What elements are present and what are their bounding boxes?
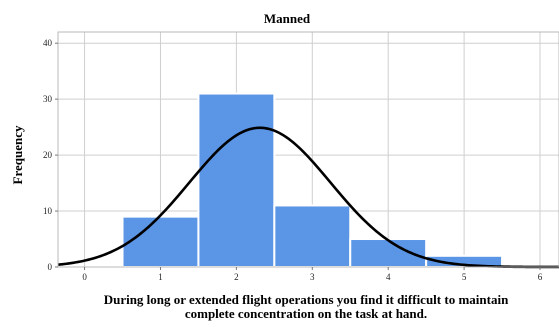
- y-tick-label: 10: [43, 206, 53, 216]
- x-tick-label: 6: [538, 272, 543, 282]
- histogram-bar: [273, 204, 352, 268]
- y-tick-label: 0: [48, 262, 53, 272]
- x-axis-label-line-1: During long or extended flight operation…: [104, 292, 509, 307]
- x-axis-label-line-2: complete concentration on the task at ha…: [185, 306, 427, 321]
- x-tick-label: 5: [462, 272, 467, 282]
- x-tick-label: 2: [234, 272, 239, 282]
- y-axis-label: Frequency: [10, 125, 25, 184]
- normal-curve: [57, 126, 559, 269]
- grid: [58, 32, 559, 268]
- x-tick-label: 0: [82, 272, 87, 282]
- x-tick-label: 4: [386, 272, 391, 282]
- x-tick-label: 3: [310, 272, 315, 282]
- y-tick-label: 20: [43, 150, 53, 160]
- histogram-bar: [197, 92, 276, 268]
- x-tick-label: 1: [158, 272, 163, 282]
- tick-labels: 0 10 20 30 40 0 1 2 3 4 5 6: [43, 38, 543, 282]
- y-tick-label: 30: [43, 94, 53, 104]
- histogram-bar: [349, 238, 428, 268]
- chart-title: Manned: [264, 11, 311, 26]
- y-tick-label: 40: [43, 38, 53, 48]
- plot-frame: [57, 31, 559, 268]
- histogram-bar: [121, 215, 200, 268]
- bars: [121, 92, 504, 269]
